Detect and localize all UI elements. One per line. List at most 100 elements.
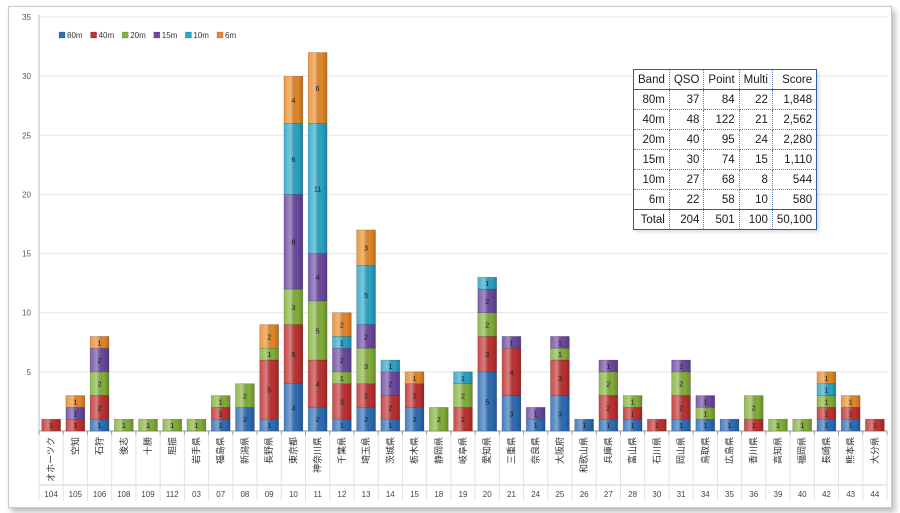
band-cell: 40m <box>633 109 670 130</box>
bar-value-label: 2 <box>98 405 102 412</box>
legend-swatch-80m <box>58 31 66 39</box>
table-row: 40m 48 122 21 2,562 <box>633 109 818 130</box>
score-cell: 1,848 <box>771 89 818 110</box>
bar-value-label: 1 <box>534 411 538 418</box>
category-code-label: 104 <box>44 490 58 499</box>
bar-value-label: 2 <box>267 334 271 341</box>
category-code-label: 08 <box>240 490 249 499</box>
total-label: Total <box>633 209 670 230</box>
legend: 80m 40m 20m 15m 10m 6m <box>58 31 236 40</box>
bar-segment-shading <box>356 347 376 384</box>
bar-value-label: 3 <box>558 376 562 383</box>
bar-segment-shading <box>235 383 255 408</box>
bar-segment-shading <box>865 418 885 432</box>
category-label: 千葉県 <box>336 437 348 464</box>
total-score: 50,100 <box>771 209 818 230</box>
bar-value-label: 1 <box>340 340 344 347</box>
score-cell: 544 <box>771 169 818 190</box>
category-label: 栃木県 <box>409 437 421 464</box>
bar-value-label: 1 <box>461 376 465 383</box>
category-label: 埼玉県 <box>360 437 372 464</box>
bar-segment-shading <box>162 418 183 432</box>
category-label: 鳥取県 <box>699 437 711 464</box>
bar-value-label: 6 <box>291 157 295 164</box>
multi-cell: 8 <box>738 169 773 190</box>
bar-value-label: 4 <box>316 275 320 282</box>
band-cell: 80m <box>633 89 670 110</box>
bar-segment-shading <box>574 418 594 432</box>
bar-value-label: 1 <box>703 399 707 406</box>
bar-value-label: 3 <box>291 305 295 312</box>
bar-segment-shading <box>404 371 425 384</box>
bar-value-label: 1 <box>98 340 102 347</box>
bar-value-label: 2 <box>413 394 417 401</box>
bar-value-label: 1 <box>122 423 126 430</box>
bar-value-label: 5 <box>316 328 320 335</box>
category-code-label: 43 <box>846 490 855 499</box>
bar-value-label: 4 <box>316 382 320 389</box>
category-code-label: 26 <box>580 490 589 499</box>
legend-swatch-6m <box>216 31 224 39</box>
bar-value-label: 1 <box>631 423 635 430</box>
point-cell: 122 <box>703 109 740 130</box>
band-cell: 20m <box>633 129 670 150</box>
category-code-label: 39 <box>774 490 783 499</box>
category-label: 石狩 <box>94 437 106 455</box>
category-label: 東京都 <box>287 437 299 464</box>
bar-value-label: 1 <box>849 423 853 430</box>
legend-swatch-15m <box>153 31 161 39</box>
bar-value-label: 2 <box>340 358 344 365</box>
bar-value-label: 3 <box>364 364 368 371</box>
bar-segment-shading <box>429 407 449 432</box>
bar-segment-shading <box>453 371 473 384</box>
bar-value-label: 4 <box>291 98 295 105</box>
category-label: 広島県 <box>724 437 736 464</box>
category-label: 熊本県 <box>845 437 857 464</box>
bar-value-label: 1 <box>219 423 223 430</box>
bar-value-label: 1 <box>485 281 489 288</box>
bar-segment-shading <box>356 407 376 432</box>
multi-cell: 22 <box>738 89 773 110</box>
category-label: 高知県 <box>772 437 784 464</box>
table-row: 20m 40 95 24 2,280 <box>633 129 818 150</box>
bar-segment-shading <box>525 407 546 420</box>
category-code-label: 34 <box>701 490 710 499</box>
bar-value-label: 2 <box>98 382 102 389</box>
bar-value-label: 1 <box>824 399 828 406</box>
category-code-label: 106 <box>93 490 107 499</box>
band-cell: 15m <box>633 149 670 170</box>
bar-value-label: 1 <box>728 423 732 430</box>
category-code-label: 20 <box>483 490 492 499</box>
category-label: 大分県 <box>869 437 881 464</box>
bar-value-label: 1 <box>606 423 610 430</box>
total-row: Total 204 501 100 50,100 <box>633 209 818 230</box>
category-label: 富山県 <box>627 437 639 464</box>
bar-value-label: 4 <box>291 405 295 412</box>
qso-cell: 40 <box>668 129 705 150</box>
bar-value-label: 2 <box>413 417 417 424</box>
bar-value-label: 1 <box>413 376 417 383</box>
bar-segment-shading <box>235 407 255 432</box>
bar-value-label: 8 <box>291 240 295 247</box>
multi-cell: 24 <box>738 129 773 150</box>
bar-value-label: 2 <box>316 417 320 424</box>
total-qso: 204 <box>668 209 705 230</box>
category-label: 和歌山県 <box>578 437 590 473</box>
table-row: 80m 37 84 22 1,848 <box>633 89 818 110</box>
category-code-label: 35 <box>725 490 734 499</box>
bar-value-label: 3 <box>558 411 562 418</box>
category-code-label: 07 <box>216 490 225 499</box>
category-code-label: 12 <box>337 490 346 499</box>
bar-segment-shading <box>307 407 328 432</box>
category-label: 大阪府 <box>554 437 566 464</box>
category-code-label: 27 <box>604 490 613 499</box>
category-label: 岐阜県 <box>457 437 469 464</box>
bar-value-label: 1 <box>98 423 102 430</box>
category-code-label: 10 <box>289 490 298 499</box>
bar-value-label: 3 <box>340 399 344 406</box>
category-label: オホーツク <box>46 437 57 482</box>
legend-label: 80m <box>67 31 83 40</box>
y-tick-label: 35 <box>22 13 31 22</box>
